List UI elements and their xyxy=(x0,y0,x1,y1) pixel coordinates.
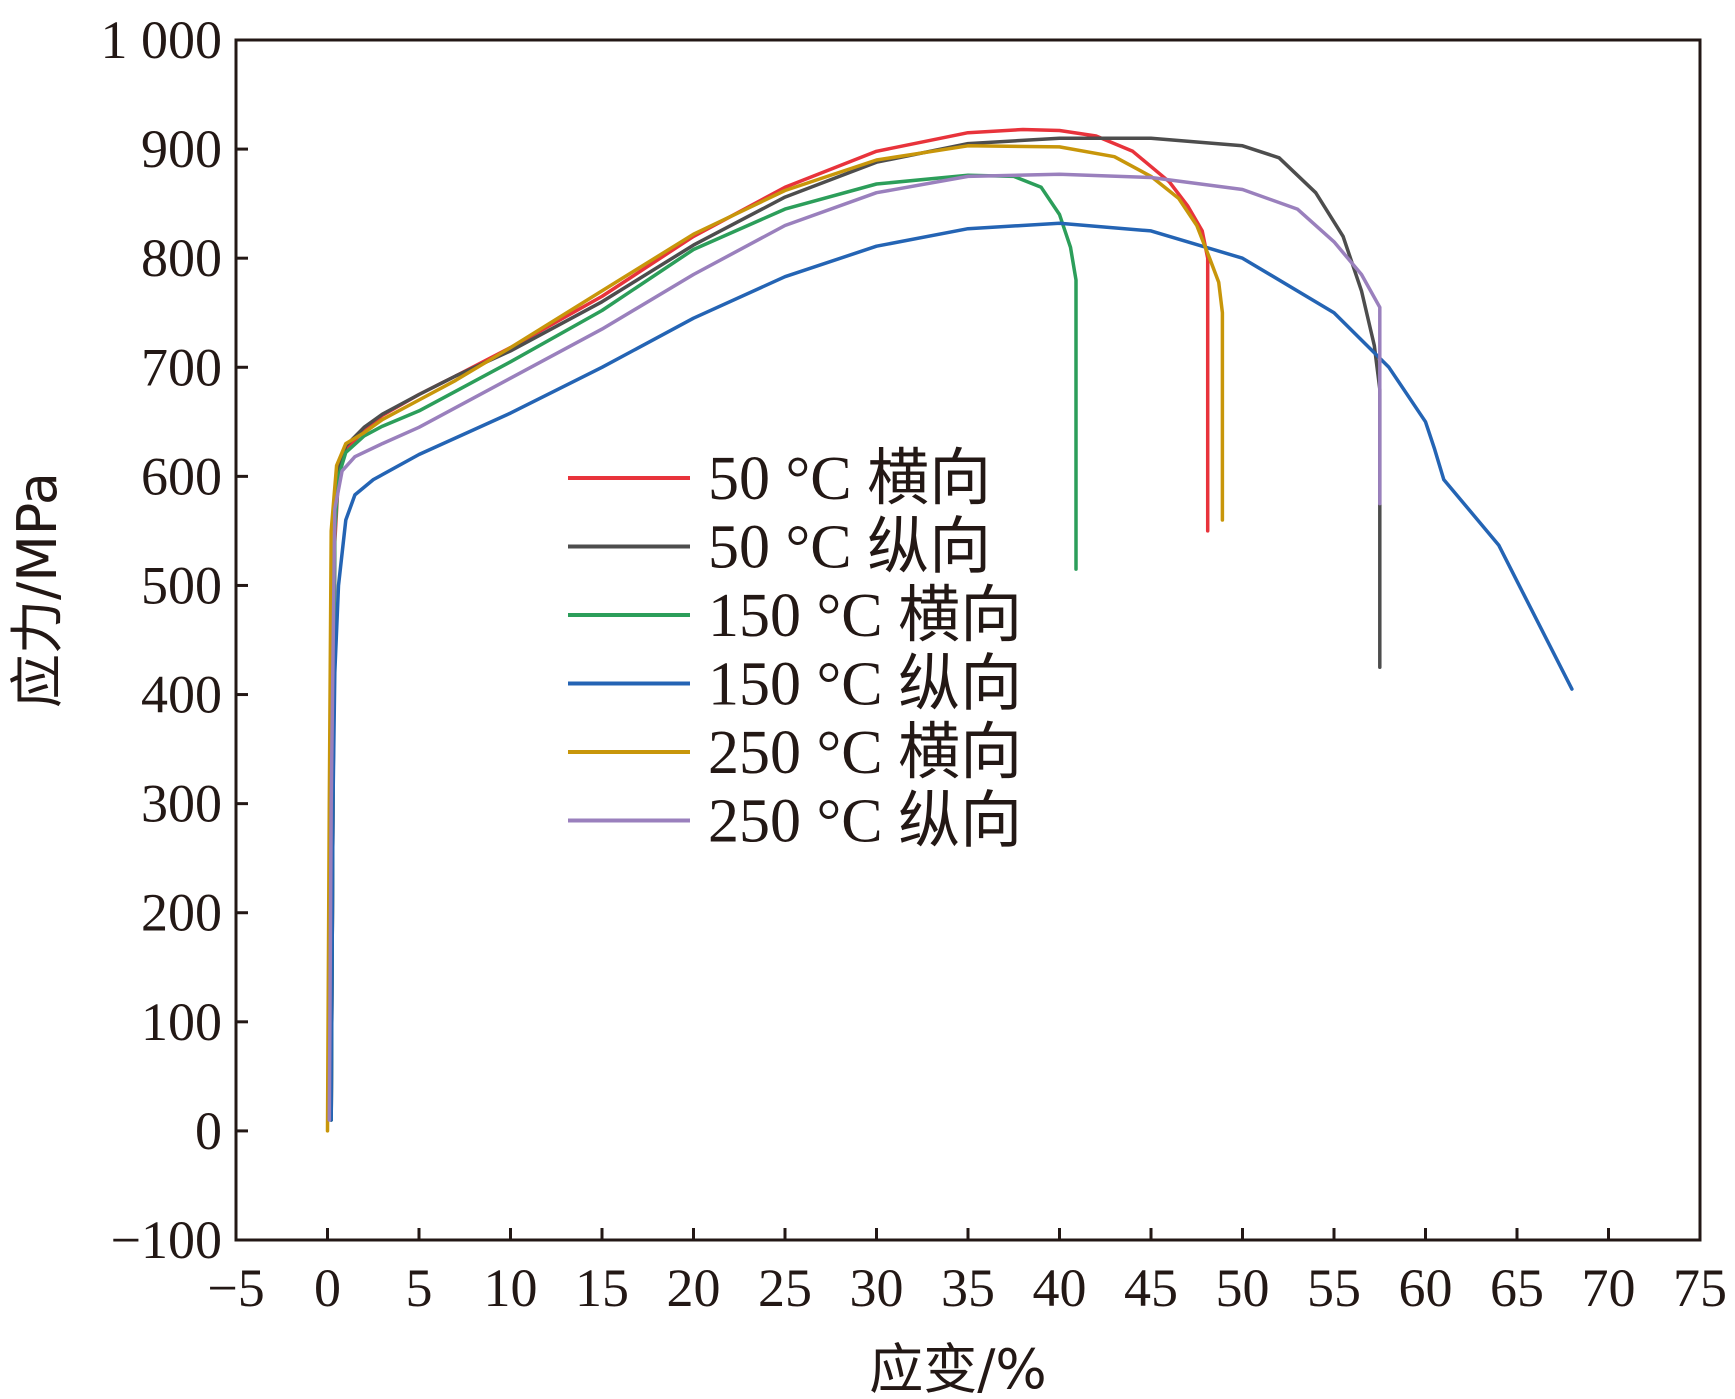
x-tick-label: 20 xyxy=(667,1258,721,1318)
legend-label: 150 °C 纵向 xyxy=(708,651,1022,719)
legend-label: 250 °C 横向 xyxy=(708,719,1022,787)
x-tick-label: 75 xyxy=(1673,1258,1727,1318)
x-tick-label: 50 xyxy=(1216,1258,1270,1318)
series-line-6 xyxy=(327,172,1382,1122)
series-line-3 xyxy=(329,173,1078,1122)
legend-label: 50 °C 纵向 xyxy=(708,514,991,582)
y-tick-label: 700 xyxy=(141,337,222,397)
y-tick-label: −100 xyxy=(111,1210,222,1270)
y-tick-label: 1 000 xyxy=(101,10,223,70)
x-tick-label: −5 xyxy=(207,1258,264,1318)
legend-label: 150 °C 横向 xyxy=(708,582,1022,650)
y-tick-label: 600 xyxy=(141,446,222,506)
x-axis-title: 应变/% xyxy=(869,1338,1047,1399)
legend-label: 50 °C 横向 xyxy=(708,445,991,513)
series-layer xyxy=(325,127,1574,1133)
x-tick-label: 70 xyxy=(1582,1258,1636,1318)
y-tick-label: 800 xyxy=(141,228,222,288)
x-tick-label: 10 xyxy=(484,1258,538,1318)
x-tick-label: 30 xyxy=(850,1258,904,1318)
y-axis-title: 应力/MPa xyxy=(6,472,69,708)
y-tick-label: 100 xyxy=(141,992,222,1052)
x-tick-label: 55 xyxy=(1307,1258,1361,1318)
x-tick-label: 35 xyxy=(941,1258,995,1318)
x-tick-label: 60 xyxy=(1399,1258,1453,1318)
y-tick-label: 900 xyxy=(141,119,222,179)
y-tick-label: 500 xyxy=(141,555,222,615)
x-tick-label: 45 xyxy=(1124,1258,1178,1318)
legend-label: 250 °C 纵向 xyxy=(708,788,1022,856)
x-tick-label: 15 xyxy=(575,1258,629,1318)
y-tick-label: 300 xyxy=(141,774,222,834)
series-line-4 xyxy=(329,221,1574,1122)
y-tick-label: 0 xyxy=(195,1101,222,1161)
y-tick-label: 400 xyxy=(141,665,222,725)
x-tick-label: 0 xyxy=(314,1258,341,1318)
x-tick-label: 5 xyxy=(406,1258,433,1318)
x-axis: −5 0 5 10 15 20 25 30 35 40 45 50 55 60 65 70 75 xyxy=(207,1228,1727,1318)
x-tick-label: 65 xyxy=(1490,1258,1544,1318)
y-tick-label: 200 xyxy=(141,883,222,943)
x-tick-label: 25 xyxy=(758,1258,812,1318)
series-line-5 xyxy=(325,144,1225,1133)
x-tick-label: 40 xyxy=(1033,1258,1087,1318)
